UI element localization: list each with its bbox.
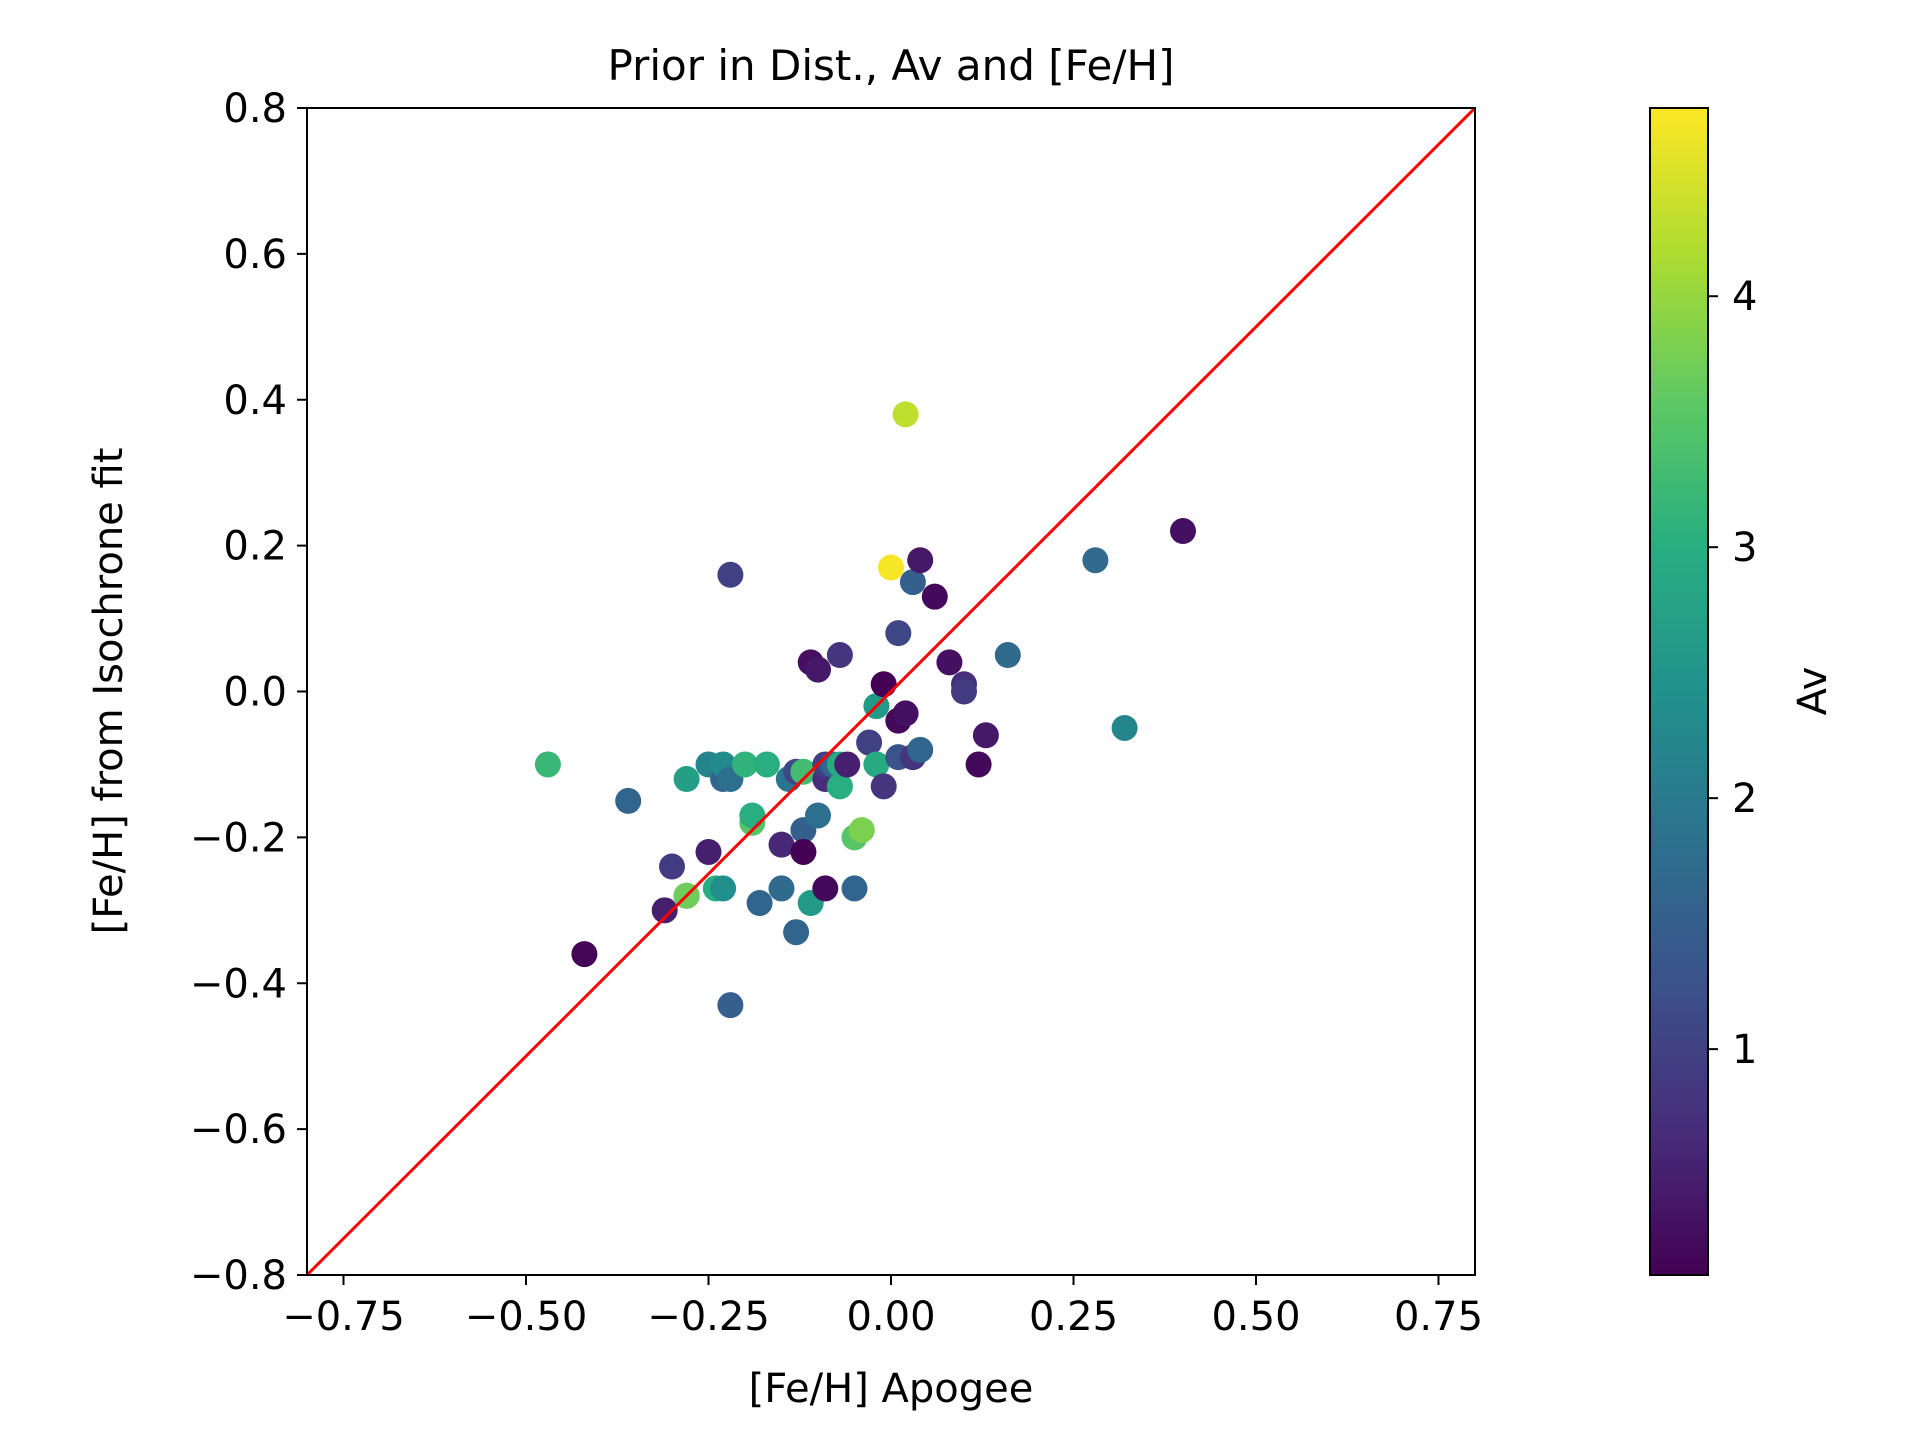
x-tick-label: −0.25: [647, 1294, 770, 1340]
x-tick-label: 0.75: [1394, 1294, 1483, 1340]
x-tick-label: −0.75: [282, 1294, 405, 1340]
y-axis-label: [Fe/H] from Isochrone fit: [86, 448, 132, 935]
scatter-point: [768, 831, 795, 858]
colorbar-gradient: [1649, 107, 1709, 1276]
scatter-point: [951, 678, 977, 705]
scatter-point: [972, 722, 999, 749]
scatter-point: [710, 875, 737, 902]
scatter-point: [812, 875, 839, 902]
scatter-point: [856, 729, 883, 756]
x-axis-label: [Fe/H] Apogee: [749, 1366, 1034, 1412]
scatter-point: [834, 751, 861, 778]
scatter-point: [790, 838, 817, 865]
scatter-point: [885, 620, 912, 647]
scatter-point: [615, 787, 642, 814]
scatter-point: [746, 890, 773, 917]
y-tick-label: 0.0: [223, 670, 287, 716]
identity-line: [307, 108, 1475, 1275]
scatter-point: [805, 656, 831, 683]
scatter-point: [534, 751, 561, 778]
scatter-point: [1082, 547, 1109, 574]
y-tick-label: −0.2: [190, 815, 287, 861]
scatter-point: [863, 751, 890, 778]
scatter-point: [907, 547, 934, 574]
y-tick-label: −0.4: [190, 961, 287, 1007]
x-tick-label: 0.50: [1211, 1294, 1300, 1340]
scatter-point: [1111, 714, 1138, 741]
x-tick-label: 0.25: [1029, 1294, 1118, 1340]
scatter-point: [695, 838, 722, 865]
scatter-point: [732, 751, 758, 778]
scatter-point: [965, 751, 992, 778]
scatter-point: [826, 773, 853, 800]
colorbar: 1 2 3 4 Av: [1649, 107, 1836, 1276]
y-tick-label: −0.8: [190, 1253, 287, 1299]
scatter-point: [870, 773, 897, 800]
y-axis: −0.8 −0.6 −0.4 −0.2 0.0 0.2 0.4 0.6 0.8: [190, 86, 307, 1299]
scatter-point: [994, 642, 1021, 669]
colorbar-tick-label: 4: [1732, 274, 1757, 320]
scatter-point: [753, 751, 780, 778]
scatter-point: [783, 919, 810, 946]
scatter-point: [878, 554, 904, 581]
scatter-point: [739, 802, 766, 829]
x-tick-label: 0.00: [846, 1294, 935, 1340]
scatter-point: [651, 897, 678, 924]
scatter-point: [848, 817, 875, 844]
scatter-point: [899, 569, 926, 596]
y-tick-label: 0.2: [223, 524, 287, 570]
scatter-point: [717, 992, 744, 1019]
x-tick-label: −0.50: [465, 1294, 588, 1340]
scatter-point: [841, 875, 868, 902]
colorbar-tick-label: 3: [1732, 525, 1757, 571]
scatter-point: [892, 401, 919, 428]
scatter-point: [921, 583, 948, 610]
colorbar-ticks: 1 2 3 4: [1708, 274, 1757, 1073]
scatter-points: [534, 401, 1196, 1019]
x-axis: −0.75 −0.50 −0.25 0.00 0.25 0.50 0.75: [282, 1275, 1483, 1340]
chart-title: Prior in Dist., Av and [Fe/H]: [608, 41, 1175, 90]
colorbar-tick-label: 1: [1732, 1027, 1757, 1073]
scatter-point: [717, 561, 744, 588]
scatter-point: [907, 736, 934, 763]
y-tick-label: 0.6: [223, 232, 287, 278]
y-tick-label: 0.8: [223, 86, 287, 132]
scatter-point: [768, 875, 795, 902]
scatter-point: [790, 758, 817, 785]
scatter-point: [826, 642, 853, 669]
scatter-point: [870, 671, 897, 698]
colorbar-label: Av: [1790, 667, 1836, 716]
scatter-point: [659, 853, 685, 880]
scatter-point: [673, 766, 700, 793]
colorbar-tick-label: 2: [1732, 776, 1757, 822]
scatter-point: [1170, 518, 1196, 545]
scatter-point: [805, 802, 831, 829]
scatter-point: [571, 941, 598, 968]
y-tick-label: 0.4: [223, 378, 287, 424]
scatter-point: [892, 700, 919, 727]
y-tick-label: −0.6: [190, 1107, 287, 1153]
scatter-point: [936, 649, 963, 676]
